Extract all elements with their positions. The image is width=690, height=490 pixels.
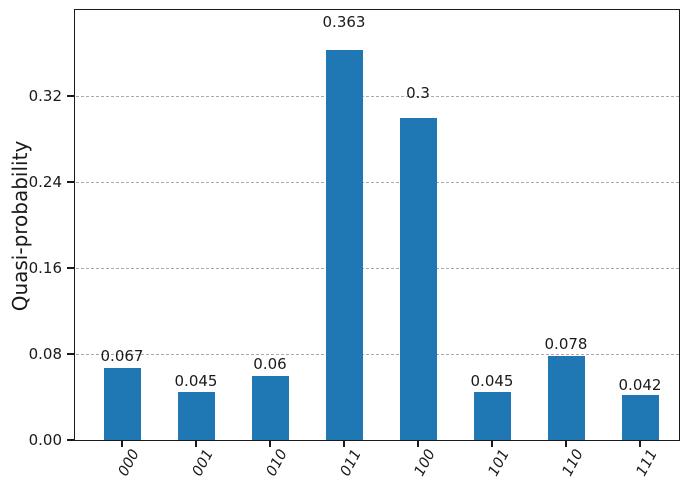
bar-value-label-111: 0.042 <box>618 375 662 394</box>
x-tick-label-000: 000 <box>116 447 144 479</box>
y-tick-mark <box>67 353 75 355</box>
bar-value-label-000: 0.067 <box>100 347 144 366</box>
bar-101 <box>473 391 511 440</box>
bar-111 <box>621 394 659 440</box>
y-tick-mark <box>67 267 75 269</box>
x-tick-mark <box>195 440 197 447</box>
x-tick-mark <box>343 440 345 447</box>
bar-value-label-010: 0.06 <box>253 355 287 374</box>
gridline-0.16 <box>76 268 679 269</box>
y-tick-mark <box>67 439 75 441</box>
y-tick-label: 0.08 <box>28 345 62 363</box>
x-tick-mark <box>491 440 493 447</box>
gridline-0.24 <box>76 182 679 183</box>
bar-value-label-011: 0.363 <box>322 13 366 32</box>
y-tick-label: 0.00 <box>28 431 62 449</box>
gridline-0.08 <box>76 354 679 355</box>
bar-value-label-101: 0.045 <box>470 372 514 391</box>
x-tick-label-001: 001 <box>190 447 218 479</box>
bar-000 <box>103 367 141 440</box>
bar-001 <box>177 391 215 440</box>
bar-value-label-110: 0.078 <box>544 334 588 353</box>
x-tick-label-111: 111 <box>634 447 662 479</box>
bar-value-label-100: 0.3 <box>406 84 430 103</box>
x-tick-label-101: 101 <box>486 447 514 479</box>
x-tick-mark <box>269 440 271 447</box>
x-tick-label-011: 011 <box>338 447 366 479</box>
x-tick-mark <box>417 440 419 447</box>
y-tick-label: 0.24 <box>28 173 62 191</box>
bar-011 <box>325 49 363 440</box>
y-tick-mark <box>67 95 75 97</box>
x-tick-label-100: 100 <box>412 447 440 479</box>
plot-frame <box>74 9 680 441</box>
x-tick-mark <box>639 440 641 447</box>
gridline-0.32 <box>76 96 679 97</box>
x-tick-mark <box>121 440 123 447</box>
bar-100 <box>399 117 437 440</box>
y-tick-label: 0.16 <box>28 259 62 277</box>
x-tick-label-110: 110 <box>560 447 588 479</box>
x-tick-label-010: 010 <box>264 447 292 479</box>
bar-110 <box>547 356 585 440</box>
y-tick-label: 0.32 <box>28 87 62 105</box>
bar-010 <box>251 375 289 440</box>
y-tick-mark <box>67 181 75 183</box>
bar-value-label-001: 0.045 <box>174 372 218 391</box>
x-tick-mark <box>565 440 567 447</box>
